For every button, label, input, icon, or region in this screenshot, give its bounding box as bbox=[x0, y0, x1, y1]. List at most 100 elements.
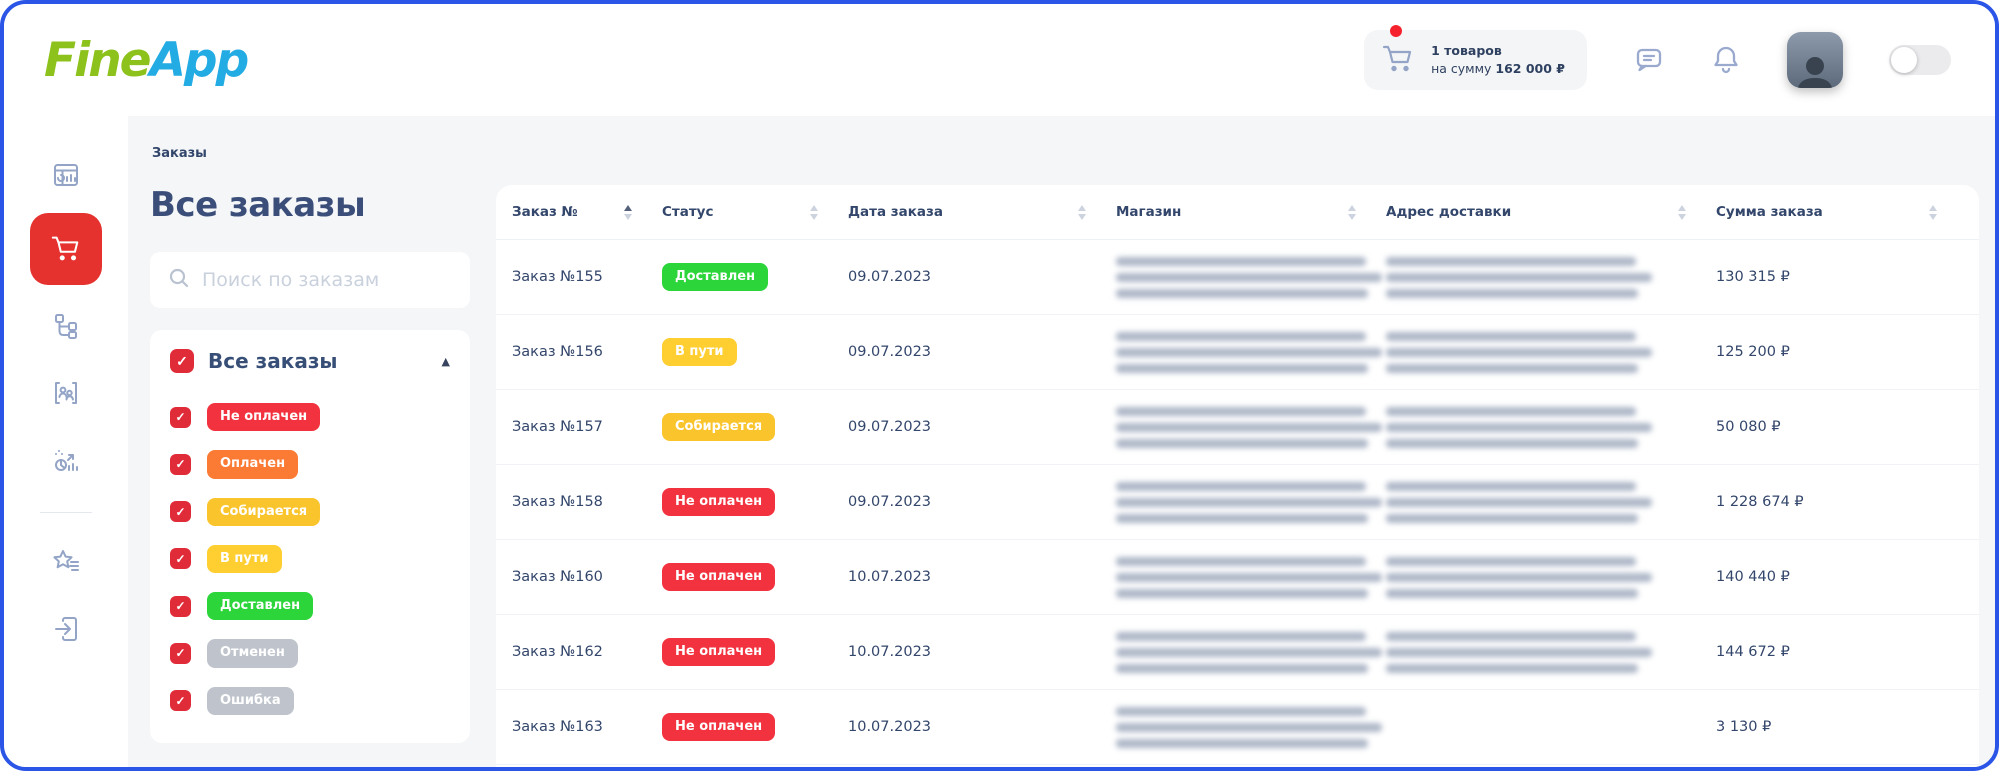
redacted-text-line bbox=[1116, 438, 1368, 448]
cell-order-sum: 144 672 ₽ bbox=[1716, 644, 1790, 660]
cell-order-sum: 140 440 ₽ bbox=[1716, 569, 1790, 585]
redacted-text-line bbox=[1116, 663, 1368, 673]
logo-part-2: App bbox=[149, 32, 250, 88]
status-checkbox[interactable]: ✓ bbox=[170, 690, 191, 712]
sort-arrows-icon[interactable] bbox=[1929, 204, 1937, 220]
table-row[interactable]: Заказ №158 Не оплачен 09.07.2023 1 228 6… bbox=[496, 465, 1979, 540]
breadcrumb: Заказы bbox=[152, 146, 207, 161]
cell-address-redacted bbox=[1386, 631, 1716, 673]
status-badge: Собирается bbox=[662, 412, 776, 442]
redacted-text-line bbox=[1116, 347, 1382, 357]
table-row[interactable]: Заказ №160 Не оплачен 10.07.2023 140 440… bbox=[496, 540, 1979, 615]
cell-status: Не оплачен bbox=[662, 562, 848, 592]
cell-store-redacted bbox=[1116, 331, 1386, 373]
cart-icon bbox=[49, 232, 83, 267]
status-badge: Ошибка bbox=[207, 686, 294, 715]
redacted-text-line bbox=[1386, 513, 1638, 523]
cell-store-redacted bbox=[1116, 706, 1386, 748]
notifications-button[interactable] bbox=[1711, 43, 1741, 78]
table-body: Заказ №155 Доставлен 09.07.2023 130 315 … bbox=[496, 240, 1979, 765]
sort-arrows-icon[interactable] bbox=[1348, 204, 1356, 220]
status-checkbox[interactable]: ✓ bbox=[170, 548, 191, 570]
redacted-text-line bbox=[1116, 422, 1382, 432]
status-checkbox[interactable]: ✓ bbox=[170, 406, 191, 428]
sort-arrows-icon[interactable] bbox=[810, 204, 818, 220]
user-avatar[interactable] bbox=[1787, 32, 1843, 88]
status-badge: Собирается bbox=[207, 497, 321, 526]
sort-arrows-icon[interactable] bbox=[624, 204, 632, 220]
cell-status: Не оплачен bbox=[662, 637, 848, 667]
cell-order-sum: 130 315 ₽ bbox=[1716, 269, 1790, 285]
sort-arrows-icon[interactable] bbox=[1678, 204, 1686, 220]
sort-arrows-icon[interactable] bbox=[1078, 204, 1086, 220]
column-header[interactable]: Заказ № bbox=[512, 204, 662, 220]
filter-item: ✓ Собирается bbox=[170, 497, 450, 526]
search-input[interactable] bbox=[202, 269, 452, 291]
all-orders-checkbox[interactable]: ✓ bbox=[170, 349, 194, 373]
status-badge: Не оплачен bbox=[207, 403, 321, 432]
cell-address-redacted bbox=[1386, 556, 1716, 598]
chat-button[interactable] bbox=[1633, 43, 1665, 78]
redacted-text-line bbox=[1386, 631, 1636, 641]
redacted-text-line bbox=[1116, 556, 1366, 566]
cart-widget[interactable]: 1 товаров на сумму 162 000 ₽ bbox=[1364, 25, 1587, 90]
table-row[interactable]: Заказ №156 В пути 09.07.2023 125 200 ₽ bbox=[496, 315, 1979, 390]
page-title: Все заказы bbox=[150, 185, 366, 225]
status-checkbox[interactable]: ✓ bbox=[170, 595, 191, 617]
status-filter-card: ✓ Все заказы ▲ ✓ Не оплачен ✓ Оплачен ✓ … bbox=[150, 330, 470, 743]
column-header[interactable]: Статус bbox=[662, 204, 848, 220]
table-row[interactable]: Заказ №155 Доставлен 09.07.2023 130 315 … bbox=[496, 240, 1979, 315]
analytics-icon bbox=[52, 446, 80, 477]
status-checkbox[interactable]: ✓ bbox=[170, 501, 191, 523]
sidebar-item-favorites[interactable] bbox=[30, 533, 102, 593]
star-list-icon bbox=[51, 548, 81, 579]
cell-status: Не оплачен bbox=[662, 712, 848, 742]
cell-order-sum: 1 228 674 ₽ bbox=[1716, 494, 1804, 510]
sidebar-item-clients[interactable] bbox=[30, 364, 102, 424]
top-bar: FineApp 1 товаров на сумму 162 000 ₽ bbox=[4, 4, 1995, 116]
sidebar-item-structure[interactable] bbox=[30, 297, 102, 357]
chat-icon bbox=[1633, 43, 1665, 78]
table-header-row: Заказ № Статус Дата заказа Магазин Адрес… bbox=[496, 185, 1979, 240]
status-checkbox[interactable]: ✓ bbox=[170, 642, 191, 664]
filter-item: ✓ Ошибка bbox=[170, 686, 450, 715]
status-badge: В пути bbox=[207, 544, 282, 573]
cart-count-line: 1 товаров bbox=[1431, 42, 1502, 58]
column-header[interactable]: Адрес доставки bbox=[1386, 204, 1716, 220]
column-header[interactable]: Дата заказа bbox=[848, 204, 1116, 220]
orders-search[interactable] bbox=[150, 252, 470, 308]
column-header[interactable]: Сумма заказа bbox=[1716, 204, 1967, 220]
redacted-text-line bbox=[1116, 647, 1382, 657]
redacted-text-line bbox=[1116, 738, 1368, 748]
cell-order-sum: 125 200 ₽ bbox=[1716, 344, 1790, 360]
sidebar-item-dashboard[interactable] bbox=[30, 146, 102, 206]
sidebar-item-orders[interactable] bbox=[30, 213, 102, 285]
redacted-text-line bbox=[1386, 363, 1638, 373]
app-logo[interactable]: FineApp bbox=[44, 32, 250, 88]
filter-item: ✓ Не оплачен bbox=[170, 403, 450, 432]
redacted-text-line bbox=[1386, 497, 1652, 507]
cell-address-redacted bbox=[1386, 331, 1716, 373]
redacted-text-line bbox=[1386, 406, 1636, 416]
hierarchy-icon bbox=[52, 312, 80, 343]
table-row[interactable]: Заказ №163 Не оплачен 10.07.2023 3 130 ₽ bbox=[496, 690, 1979, 765]
redacted-text-line bbox=[1116, 288, 1368, 298]
cell-order-date: 10.07.2023 bbox=[848, 644, 932, 660]
redacted-text-line bbox=[1386, 422, 1652, 432]
collapse-arrow-icon[interactable]: ▲ bbox=[441, 354, 450, 368]
column-header[interactable]: Магазин bbox=[1116, 204, 1386, 220]
status-badge: Не оплачен bbox=[662, 637, 776, 667]
sidebar-item-logout[interactable] bbox=[30, 600, 102, 660]
table-row[interactable]: Заказ №162 Не оплачен 10.07.2023 144 672… bbox=[496, 615, 1979, 690]
cart-summary: 1 товаров на сумму 162 000 ₽ bbox=[1431, 42, 1565, 78]
cart-icon bbox=[1380, 41, 1416, 79]
table-row[interactable]: Заказ №157 Собирается 09.07.2023 50 080 … bbox=[496, 390, 1979, 465]
cell-store-redacted bbox=[1116, 631, 1386, 673]
theme-toggle[interactable] bbox=[1889, 45, 1951, 75]
column-label: Статус bbox=[662, 204, 714, 220]
filter-header[interactable]: ✓ Все заказы ▲ bbox=[170, 349, 450, 373]
sidebar-item-analytics[interactable] bbox=[30, 431, 102, 491]
status-checkbox[interactable]: ✓ bbox=[170, 453, 191, 475]
cell-order-date: 09.07.2023 bbox=[848, 419, 932, 435]
column-label: Сумма заказа bbox=[1716, 204, 1823, 220]
